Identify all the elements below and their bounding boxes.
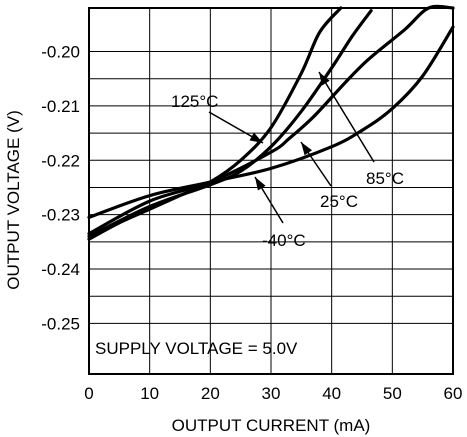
x-tick-label: 50	[383, 384, 402, 403]
y-tick-labels: -0.20 -0.21 -0.22 -0.23 -0.24 -0.25	[41, 43, 80, 334]
y-tick-label: -0.21	[41, 97, 80, 116]
x-tick-label: 40	[322, 384, 341, 403]
curve-label: 125°C	[171, 92, 218, 111]
y-tick-label: -0.23	[41, 206, 80, 225]
label-arrow	[318, 71, 375, 163]
y-axis-label: OUTPUT VOLTAGE (V)	[4, 110, 23, 289]
y-tick-label: -0.24	[41, 260, 80, 279]
chart-curves	[87, 4, 455, 241]
curve-labels: 125°C 85°C 25°C -40°C	[171, 92, 404, 250]
series-line	[87, 25, 455, 219]
label-arrowhead	[255, 177, 266, 191]
x-tick-label: 30	[262, 384, 281, 403]
curve-label: -40°C	[262, 231, 306, 250]
chart-grid	[88, 8, 454, 374]
label-arrowhead	[301, 142, 313, 156]
supply-voltage-annotation: SUPPLY VOLTAGE = 5.0V	[95, 339, 298, 358]
chart-label-arrows	[208, 71, 375, 224]
series-line	[87, 9, 373, 238]
label-arrowhead	[319, 72, 330, 86]
y-tick-label: -0.25	[41, 314, 80, 333]
label-arrowhead	[249, 132, 263, 143]
curve-label: 85°C	[366, 169, 404, 188]
x-tick-labels: 0 10 20 30 40 50 60	[84, 384, 462, 403]
x-tick-label: 10	[140, 384, 159, 403]
x-tick-label: 0	[84, 384, 93, 403]
series-line	[87, 4, 455, 236]
x-axis-label: OUTPUT CURRENT (mA)	[172, 416, 371, 435]
y-tick-label: -0.22	[41, 151, 80, 170]
x-tick-label: 20	[201, 384, 220, 403]
series-line	[87, 6, 343, 241]
x-tick-label: 60	[444, 384, 463, 403]
curve-label: 25°C	[320, 192, 358, 211]
plot-frame	[88, 7, 454, 375]
y-tick-label: -0.20	[41, 43, 80, 62]
